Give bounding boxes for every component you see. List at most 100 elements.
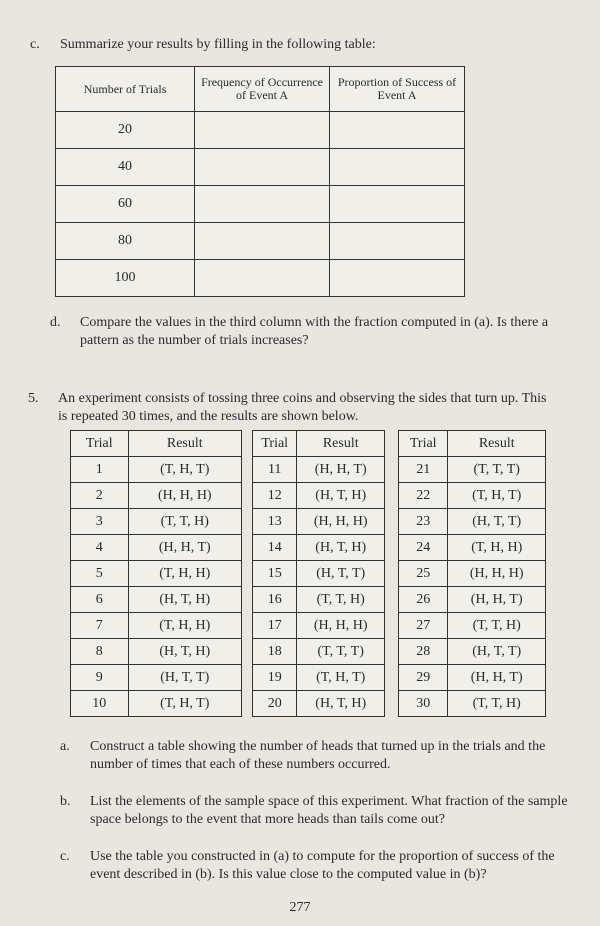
trial-cell: 17 <box>251 612 298 639</box>
result-cell: (T, H, H) <box>127 560 243 587</box>
result-cell: (H, T, H) <box>127 638 243 665</box>
result-cell: (H, T, T) <box>127 664 243 691</box>
trial-cell: 24 <box>397 534 449 561</box>
header-row: Number of Trials Frequency of Occurrence … <box>54 66 465 112</box>
trial-cell: 2 <box>70 482 129 509</box>
result-cell: (T, H, T) <box>127 456 243 483</box>
empty-cell <box>194 148 331 186</box>
part-c-label: c. <box>30 37 40 52</box>
result-cell: (H, T, T) <box>296 560 385 587</box>
table-row: 40 <box>54 148 465 186</box>
trial-cell: 3 <box>70 508 129 535</box>
trial-cell: 6 <box>70 586 129 613</box>
page-number: 277 <box>289 900 311 915</box>
table-row: 25 (H, H, H) <box>397 560 546 587</box>
empty-cell <box>194 222 331 260</box>
trial-cell: 18 <box>251 638 298 665</box>
results-table: Trial Result 11 (H, H, T) 12 (H, T, H) 13 (H, H… <box>251 430 385 717</box>
empty-cell <box>329 185 465 223</box>
trial-cell: 11 <box>251 456 298 483</box>
table-row: 20 <box>54 111 465 149</box>
trial-cell: 27 <box>397 612 449 639</box>
trial-cell: 28 <box>397 638 449 665</box>
trial-cell: 10 <box>70 690 129 717</box>
table-row: 29 (H, H, T) <box>397 664 546 691</box>
trial-cell: 26 <box>397 586 449 613</box>
trial-cell: 22 <box>397 482 449 509</box>
column-header: Proportion of Success of Event A <box>329 66 465 112</box>
table-row: 27 (T, T, H) <box>397 612 546 639</box>
table-row: 8 (H, T, H) <box>70 638 243 665</box>
result-cell: (H, T, H) <box>296 690 385 717</box>
question-label: b. <box>60 794 71 809</box>
question-text: Use the table you constructed in (a) to … <box>90 849 555 882</box>
table-row: 20 (H, T, H) <box>251 690 385 717</box>
column-header: Result <box>296 430 385 457</box>
result-cell: (H, H, T) <box>127 534 243 561</box>
question: c. Use the table you constructed in (a) t… <box>60 848 570 884</box>
table-row: 13 (H, H, H) <box>251 508 385 535</box>
result-cell: (T, T, H) <box>447 612 546 639</box>
table-row: 30 (T, T, H) <box>397 690 546 717</box>
result-cell: (H, T, H) <box>296 482 385 509</box>
result-cell: (H, H, T) <box>447 664 546 691</box>
trial-count: 60 <box>54 185 196 223</box>
column-header: Trial <box>397 430 449 457</box>
trial-cell: 16 <box>251 586 298 613</box>
table-row: 80 <box>54 222 465 260</box>
column-header: Frequency of Occurrence of Event A <box>194 66 331 112</box>
result-cell: (H, T, T) <box>447 508 546 535</box>
table-row: 19 (T, H, T) <box>251 664 385 691</box>
empty-cell <box>329 222 465 260</box>
result-cell: (T, T, T) <box>296 638 385 665</box>
part-c-text: Summarize your results by filling in the… <box>60 37 376 52</box>
table-row: 7 (T, H, H) <box>70 612 243 639</box>
trial-cell: 14 <box>251 534 298 561</box>
part-d: d. Compare the values in the third column… <box>50 314 570 350</box>
trial-cell: 8 <box>70 638 129 665</box>
trial-cell: 13 <box>251 508 298 535</box>
problem-5-text: An experiment consists of tossing three … <box>58 391 547 424</box>
table-row: 6 (H, T, H) <box>70 586 243 613</box>
table-row: 5 (T, H, H) <box>70 560 243 587</box>
result-cell: (H, H, T) <box>447 586 546 613</box>
result-cell: (T, T, H) <box>296 586 385 613</box>
result-cell: (H, H, T) <box>296 456 385 483</box>
question-text: Construct a table showing the number of … <box>90 739 546 772</box>
column-header: Trial <box>70 430 129 457</box>
header-row: Trial Result <box>397 430 546 457</box>
trial-cell: 21 <box>397 456 449 483</box>
part-c: c. Summarize your results by filling in t… <box>30 36 510 54</box>
trial-cell: 20 <box>251 690 298 717</box>
header-row: Trial Result <box>251 430 385 457</box>
empty-cell <box>194 259 331 297</box>
table-row: 3 (T, T, H) <box>70 508 243 535</box>
trial-cell: 15 <box>251 560 298 587</box>
result-cell: (T, H, T) <box>127 690 243 717</box>
trial-cell: 5 <box>70 560 129 587</box>
empty-cell <box>329 111 465 149</box>
empty-cell <box>194 111 331 149</box>
table-row: 23 (H, T, T) <box>397 508 546 535</box>
result-cell: (H, H, H) <box>296 612 385 639</box>
question-label: c. <box>60 849 70 864</box>
trial-cell: 30 <box>397 690 449 717</box>
part-d-text: Compare the values in the third column w… <box>80 315 549 348</box>
result-cell: (T, T, T) <box>447 456 546 483</box>
header-row: Trial Result <box>70 430 243 457</box>
table-row: 21 (T, T, T) <box>397 456 546 483</box>
trial-cell: 1 <box>70 456 129 483</box>
empty-cell <box>329 148 465 186</box>
question-label: a. <box>60 739 70 754</box>
column-header: Number of Trials <box>54 66 196 112</box>
table-row: 12 (H, T, H) <box>251 482 385 509</box>
table-row: 2 (H, H, H) <box>70 482 243 509</box>
table-row: 14 (H, T, H) <box>251 534 385 561</box>
table-row: 26 (H, H, T) <box>397 586 546 613</box>
trial-cell: 29 <box>397 664 449 691</box>
column-header: Result <box>127 430 243 457</box>
trial-cell: 23 <box>397 508 449 535</box>
table-row: 24 (T, H, H) <box>397 534 546 561</box>
trial-count: 80 <box>54 222 196 260</box>
problem-5-label: 5. <box>28 391 39 406</box>
